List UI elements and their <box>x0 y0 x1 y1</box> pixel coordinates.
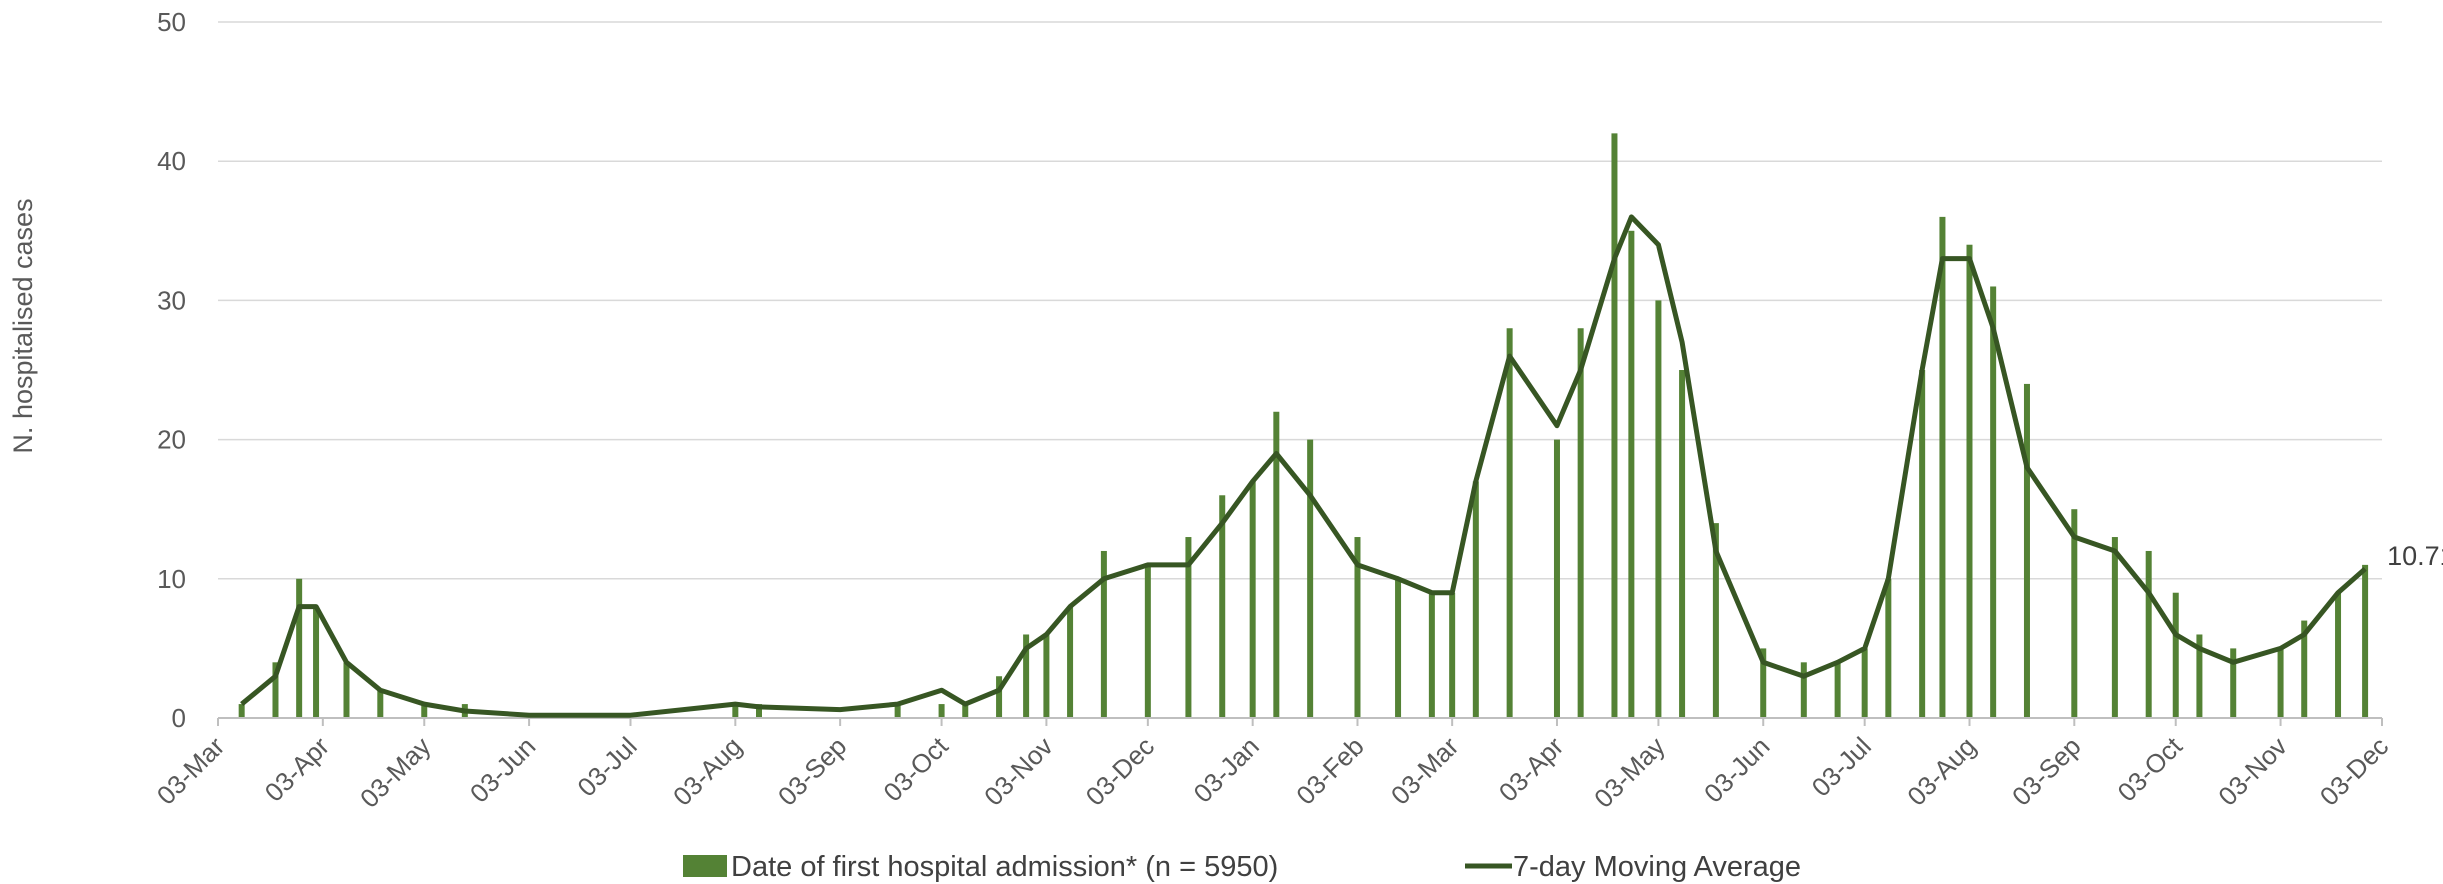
bar <box>2362 564 2369 718</box>
x-tick-label: 03-May <box>354 731 437 814</box>
bar <box>2196 634 2203 718</box>
bar <box>732 704 739 718</box>
moving-average-line <box>240 214 2367 718</box>
bar <box>2301 620 2308 718</box>
bar <box>1354 537 1361 718</box>
bar <box>2277 648 2284 718</box>
bar <box>1395 578 1402 718</box>
y-axis: 0 10 20 30 40 50 <box>157 7 186 733</box>
bar <box>1449 592 1456 718</box>
y-tick-label: 10 <box>157 564 186 594</box>
legend: Date of first hospital admission* (n = 5… <box>683 851 1801 883</box>
x-tick-label: 03-Apr <box>259 731 336 808</box>
x-tick-label: 03-Mar <box>1385 731 1465 811</box>
y-tick-label: 0 <box>172 703 186 733</box>
bar <box>1307 439 1314 718</box>
bar <box>756 704 762 718</box>
bar <box>1990 286 1997 718</box>
x-tick-label: 03-Sep <box>2006 731 2086 811</box>
bar <box>1043 634 1050 718</box>
bar-series <box>238 133 2369 719</box>
bar <box>1553 439 1560 718</box>
bar <box>1472 481 1479 718</box>
x-tick-label: 03-Sep <box>772 731 852 811</box>
bar <box>1679 370 1686 718</box>
bar <box>1655 300 1662 718</box>
x-tick-label: 03-Apr <box>1493 731 1570 808</box>
x-tick-label: 03-Nov <box>978 731 1058 811</box>
x-tick-label: 03-Jul <box>1806 731 1877 802</box>
bar <box>313 606 320 718</box>
bar <box>377 690 384 718</box>
bar <box>1861 648 1868 718</box>
x-tick-label: 03-Oct <box>2112 730 2189 807</box>
bar <box>1100 550 1107 718</box>
gridlines <box>218 21 2382 580</box>
bar <box>1611 133 1618 719</box>
bar <box>938 704 945 718</box>
bar <box>1577 328 1584 718</box>
bar <box>2071 509 2078 718</box>
legend-label-line: 7-day Moving Average <box>1513 851 1801 883</box>
x-tick-label: 03-Aug <box>1901 731 1981 811</box>
bar <box>1919 370 1926 718</box>
x-tick-label: 03-Nov <box>2212 731 2292 811</box>
bar <box>1249 481 1256 718</box>
bar <box>2230 648 2237 718</box>
x-tick-label: 03-Dec <box>2314 731 2394 811</box>
bar <box>1712 523 1719 718</box>
y-tick-label: 20 <box>157 425 186 455</box>
bar <box>894 704 901 718</box>
bar <box>1939 216 1946 718</box>
bar <box>1067 606 1074 718</box>
bar <box>1144 564 1151 718</box>
y-tick-label: 50 <box>157 7 186 37</box>
bar <box>962 704 969 718</box>
bar <box>1428 592 1435 718</box>
legend-swatch-bars <box>683 855 727 877</box>
x-tick-label: 03-Jun <box>464 731 541 808</box>
y-axis-title: N. hospitalised cases <box>8 198 38 453</box>
x-tick-label: 03-May <box>1588 731 1671 814</box>
bar <box>2145 550 2152 718</box>
bar <box>1023 634 1030 718</box>
x-tick-label: 03-Feb <box>1290 731 1369 810</box>
bar <box>1966 244 1973 718</box>
bar <box>1834 662 1841 718</box>
bar <box>1185 537 1192 718</box>
bar <box>2335 592 2342 718</box>
end-value-label: 10.71 <box>2387 541 2443 571</box>
bar <box>343 662 350 718</box>
bar <box>1506 328 1513 718</box>
x-tick-label: 03-Mar <box>151 731 231 811</box>
x-tick-label: 03-Jun <box>1698 731 1775 808</box>
bar <box>1760 648 1767 718</box>
bar <box>996 676 1003 718</box>
bar <box>421 704 428 718</box>
bar <box>1628 230 1635 719</box>
y-tick-label: 40 <box>157 146 186 176</box>
bar <box>1800 662 1807 718</box>
bar <box>2023 383 2030 718</box>
x-tick-label: 03-Dec <box>1080 731 1160 811</box>
y-tick-label: 30 <box>157 285 186 315</box>
x-tick-label: 03-Oct <box>877 730 954 807</box>
legend-label-bars: Date of first hospital admission* (n = 5… <box>731 851 1278 883</box>
bar <box>1219 495 1226 718</box>
x-tick-label: 03-Jul <box>571 731 642 802</box>
x-axis: 03-Mar 03-Apr 03-May 03-Jun 03-Jul 03-Aug 03-S… <box>151 717 2394 814</box>
bar <box>238 704 245 718</box>
x-tick-label: 03-Jan <box>1187 731 1264 808</box>
bar <box>2172 592 2179 718</box>
bar <box>272 662 279 718</box>
x-tick-label: 03-Aug <box>667 731 747 811</box>
bar <box>1273 411 1280 718</box>
bar <box>296 578 303 718</box>
bar <box>2111 537 2118 718</box>
bar <box>1885 578 1892 718</box>
